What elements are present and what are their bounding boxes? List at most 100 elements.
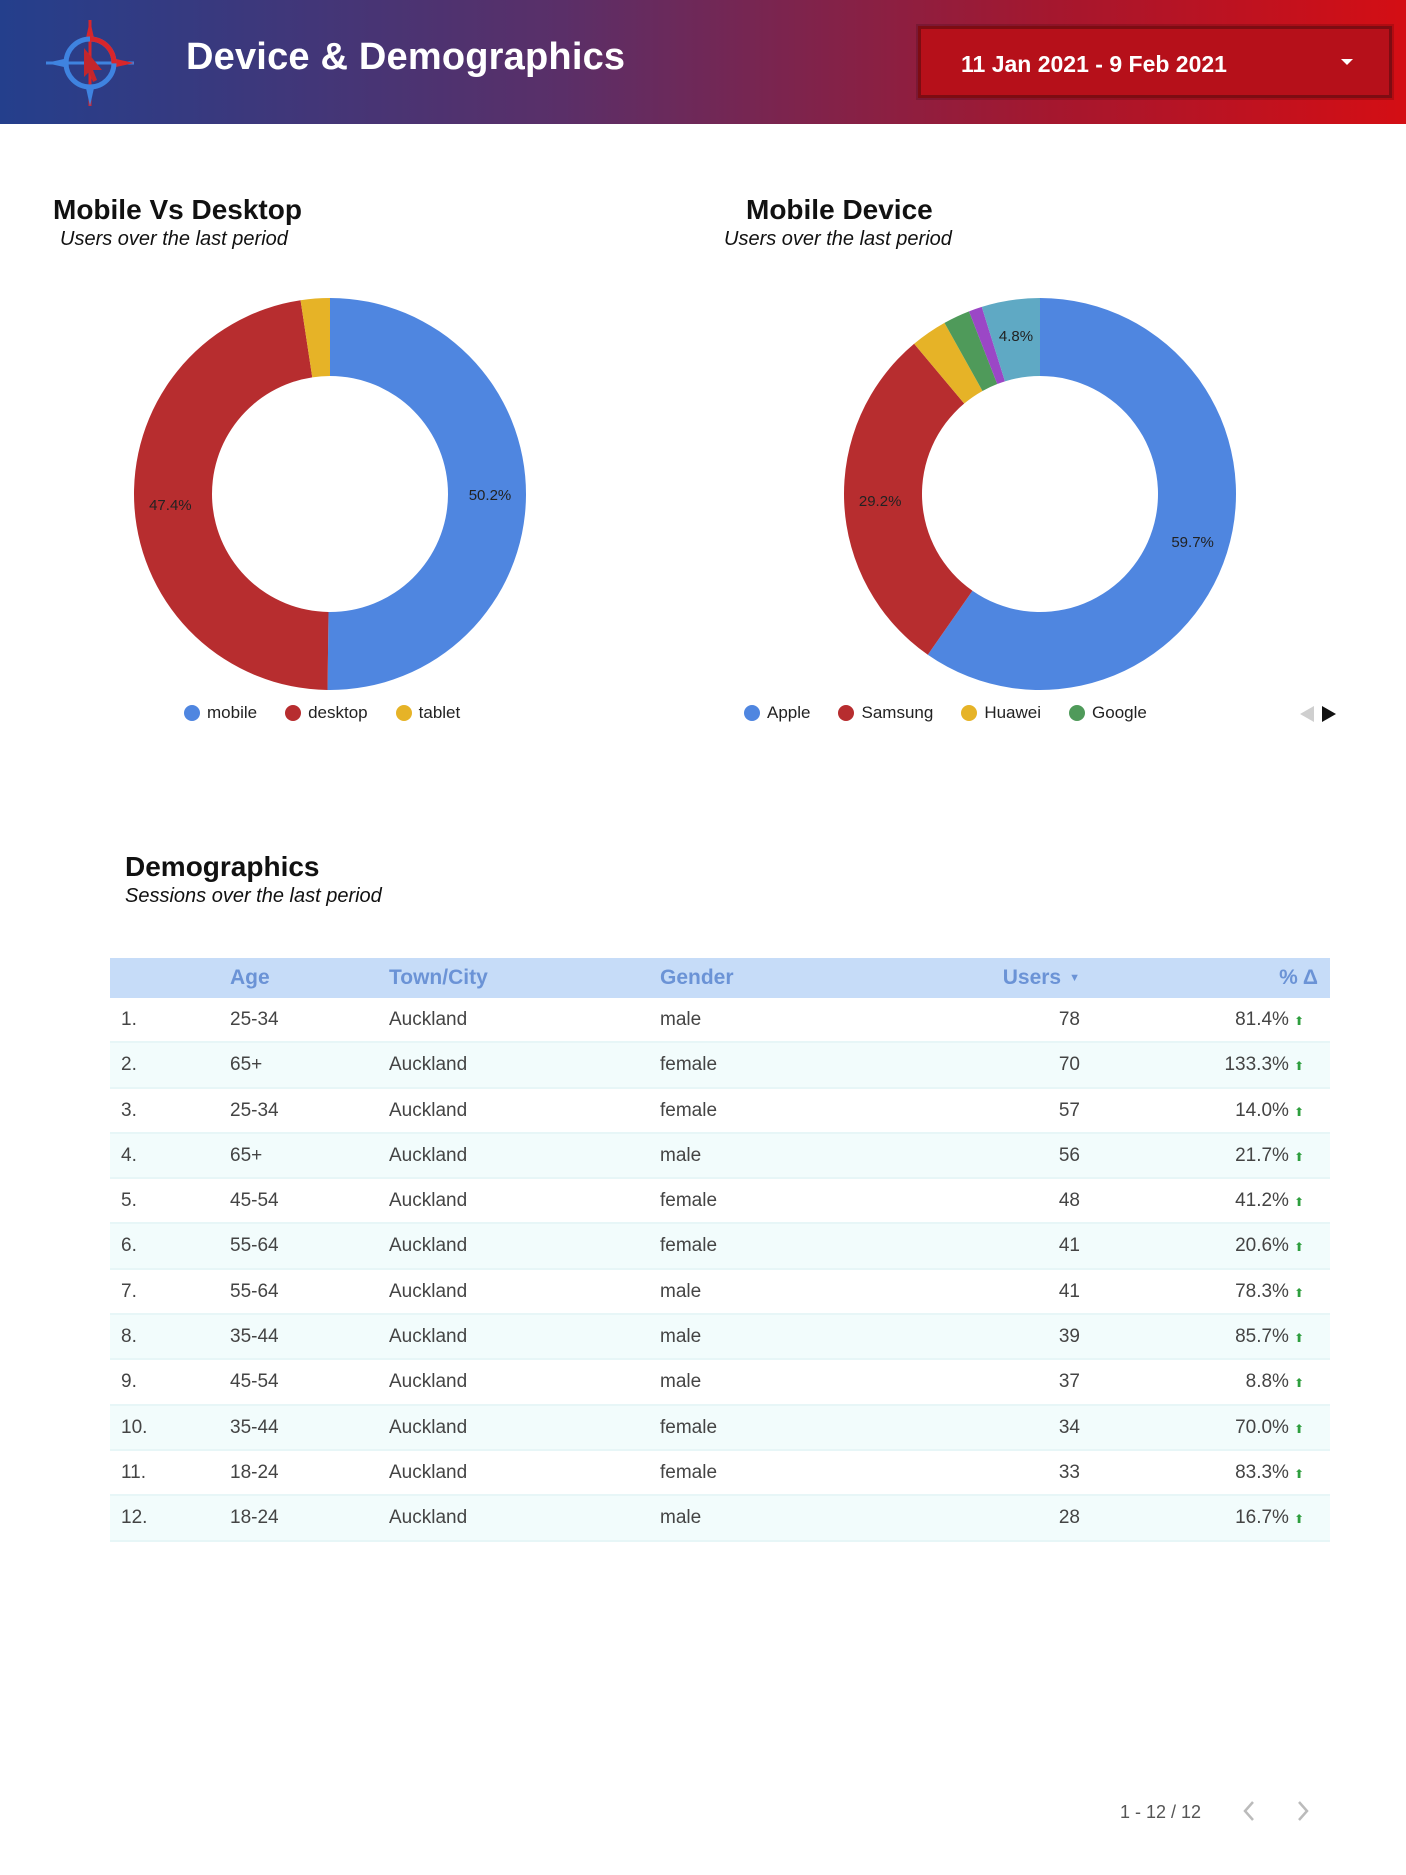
table-row[interactable]: 5. 45-54 Auckland female 48 41.2% ⬆ xyxy=(110,1179,1330,1225)
row-index-value: 12. xyxy=(121,1507,148,1529)
donut-slice-other-4[interactable] xyxy=(968,306,1005,385)
table-row[interactable]: 10. 35-44 Auckland female 34 70.0% ⬆ xyxy=(110,1405,1330,1451)
arrow-up-icon: ⬆ xyxy=(1293,1104,1304,1119)
users-cell-value: 56 xyxy=(1058,1144,1080,1166)
table-row[interactable]: 7. 55-64 Auckland male 41 78.3% ⬆ xyxy=(110,1270,1330,1316)
city-cell: Auckland xyxy=(389,1190,467,1212)
city-cell: Auckland xyxy=(389,1507,467,1529)
table-row[interactable]: 2. 65+ Auckland female 70 133.3% ⬆ xyxy=(110,1043,1330,1089)
city-cell-value: Auckland xyxy=(389,1009,468,1030)
table-row[interactable]: 4. 65+ Auckland male 56 21.7% ⬆ xyxy=(110,1133,1330,1180)
row-index-value: 10. xyxy=(121,1416,148,1438)
date-range-picker[interactable]: 11 Jan 2021 - 9 Feb 2021 xyxy=(918,26,1392,98)
row-index-value: 9. xyxy=(121,1371,137,1393)
mobile-vs-desktop-title: Mobile Vs Desktop xyxy=(53,194,302,225)
age-cell: 25-34 xyxy=(230,1100,279,1122)
row-index-value: 2. xyxy=(121,1054,137,1076)
pct-change-cell-value: 81.4% xyxy=(1235,1009,1289,1030)
row-index-value: 6. xyxy=(121,1235,137,1257)
col-users-header[interactable]: Users ▼ xyxy=(1003,966,1080,990)
legend-next-icon[interactable] xyxy=(1322,706,1336,722)
table-row[interactable]: 6. 55-64 Auckland female 41 20.6% ⬆ xyxy=(110,1224,1330,1270)
legend-item-tablet[interactable]: tablet xyxy=(395,703,460,723)
users-cell-value: 48 xyxy=(1058,1190,1080,1212)
donut-slice-google[interactable] xyxy=(944,311,998,391)
legend-item-apple[interactable]: Apple xyxy=(744,703,810,723)
gender-cell: female xyxy=(660,1190,717,1212)
users-cell: 48 xyxy=(1059,1190,1080,1212)
pct-change-cell: 85.7% ⬆ xyxy=(1235,1326,1304,1348)
chevron-left-icon[interactable] xyxy=(1234,1796,1264,1826)
gender-cell-value: male xyxy=(660,1507,702,1529)
table-row[interactable]: 12. 18-24 Auckland male 28 16.7% ⬆ xyxy=(110,1496,1330,1542)
donut-slice-tablet[interactable] xyxy=(300,298,330,378)
city-cell-value: Auckland xyxy=(389,1054,468,1076)
gender-cell: male xyxy=(660,1507,701,1529)
gender-cell: female xyxy=(660,1417,717,1439)
legend-label: Google xyxy=(1092,703,1147,722)
donut-slice-mobile[interactable] xyxy=(327,298,526,690)
row-index: 4. xyxy=(121,1145,137,1167)
table-row[interactable]: 1. 25-34 Auckland male 78 81.4% ⬆ xyxy=(110,998,1330,1044)
donut-slice-desktop[interactable] xyxy=(133,300,329,690)
legend-item-huawei[interactable]: Huawei xyxy=(961,703,1041,723)
pct-change-cell-value: 83.3% xyxy=(1235,1461,1289,1483)
mobile-device-donut-chart: 59.7% 29.2% 4.8% xyxy=(844,298,1236,690)
sort-desc-icon[interactable]: ▼ xyxy=(1069,972,1080,984)
city-cell: Auckland xyxy=(389,1145,467,1167)
pct-change-cell-value: 8.8% xyxy=(1245,1371,1289,1393)
caret-down-icon[interactable] xyxy=(1341,59,1353,65)
arrow-up-icon: ⬆ xyxy=(1293,1285,1304,1300)
row-index-value: 7. xyxy=(121,1280,137,1302)
age-cell: 35-44 xyxy=(230,1326,279,1348)
gender-cell-value: male xyxy=(660,1326,702,1348)
arrow-up-icon: ⬆ xyxy=(1293,1331,1304,1346)
legend-prev-icon[interactable] xyxy=(1300,706,1314,722)
donut-slice-huawei[interactable] xyxy=(914,322,983,404)
table-row[interactable]: 11. 18-24 Auckland female 33 83.3% ⬆ xyxy=(110,1451,1330,1497)
gender-cell-value: female xyxy=(660,1416,718,1438)
users-cell-value: 41 xyxy=(1058,1280,1080,1302)
col-age-header[interactable]: Age xyxy=(230,966,270,989)
legend-label: desktop xyxy=(308,703,368,722)
donut-slice-apple[interactable] xyxy=(927,298,1236,690)
pct-change-cell-value: 16.7% xyxy=(1235,1507,1289,1529)
legend-item-desktop[interactable]: desktop xyxy=(285,703,368,723)
table-row[interactable]: 9. 45-54 Auckland male 37 8.8% ⬆ xyxy=(110,1360,1330,1406)
row-index: 12. xyxy=(121,1507,147,1529)
users-cell: 28 xyxy=(1059,1507,1080,1529)
pct-change-cell-value: 78.3% xyxy=(1235,1280,1289,1302)
age-cell-value: 45-54 xyxy=(230,1371,279,1393)
col-city-header[interactable]: Town/City xyxy=(389,966,488,989)
mobile-device-subtitle: Users over the last period xyxy=(724,228,952,250)
donut-slice-other-5[interactable] xyxy=(981,298,1040,382)
arrow-up-icon: ⬆ xyxy=(1293,1466,1304,1481)
col-pct-header[interactable]: % Δ xyxy=(1279,966,1318,989)
gender-cell: male xyxy=(660,1281,701,1303)
pct-change-cell: 41.2% ⬆ xyxy=(1235,1190,1304,1212)
table-row[interactable]: 3. 25-34 Auckland female 57 14.0% ⬆ xyxy=(110,1089,1330,1134)
legend-item-mobile[interactable]: mobile xyxy=(184,703,257,723)
city-cell: Auckland xyxy=(389,1009,467,1031)
row-index: 5. xyxy=(121,1190,137,1212)
age-cell-value: 65+ xyxy=(230,1144,263,1166)
arrow-up-icon: ⬆ xyxy=(1293,1376,1304,1391)
mobile-vs-desktop-subtitle: Users over the last period xyxy=(60,228,288,250)
gender-cell-value: female xyxy=(660,1235,718,1257)
donut-slice-samsung[interactable] xyxy=(844,343,973,655)
age-cell-value: 55-64 xyxy=(230,1280,279,1302)
legend-dot xyxy=(838,705,855,721)
legend-pager[interactable] xyxy=(1296,704,1340,724)
col-gender-header[interactable]: Gender xyxy=(660,966,734,989)
table-row[interactable]: 8. 35-44 Auckland male 39 85.7% ⬆ xyxy=(110,1315,1330,1361)
chevron-right-icon[interactable] xyxy=(1288,1796,1318,1826)
row-index-value: 3. xyxy=(121,1099,137,1121)
age-cell-value: 18-24 xyxy=(230,1461,279,1483)
pct-change-cell-value: 20.6% xyxy=(1235,1235,1289,1257)
legend-item-samsung[interactable]: Samsung xyxy=(838,703,933,723)
age-cell: 45-54 xyxy=(230,1190,279,1212)
legend-item-google[interactable]: Google xyxy=(1069,703,1147,723)
row-index: 10. xyxy=(121,1417,147,1439)
pct-change-cell-value: 41.2% xyxy=(1235,1190,1289,1212)
pct-change-cell: 133.3% ⬆ xyxy=(1224,1054,1304,1076)
